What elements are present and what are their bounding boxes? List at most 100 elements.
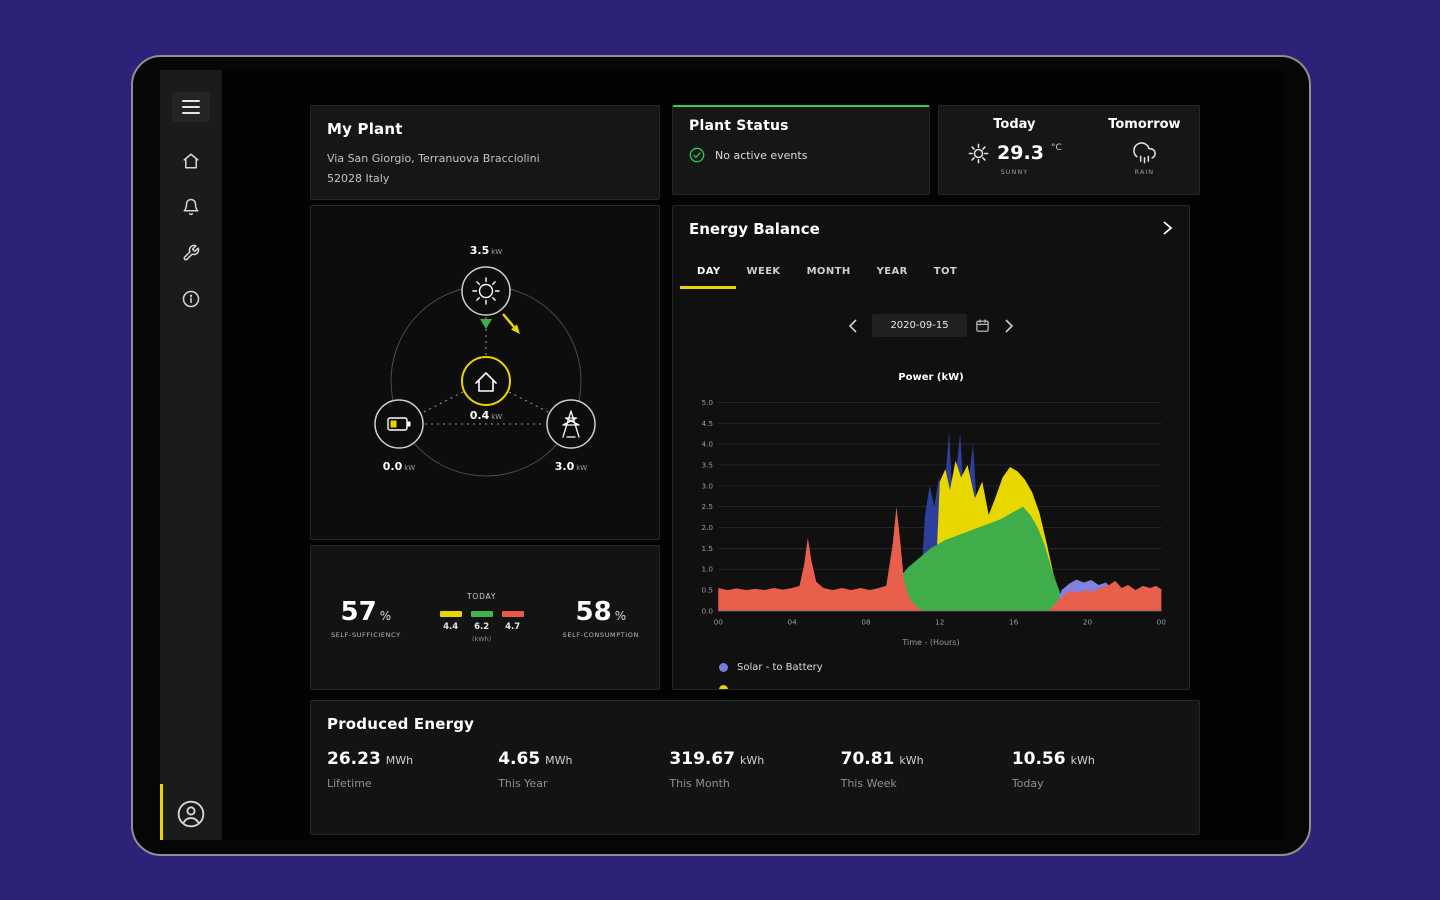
stat-lifetime: 26.23 MWh Lifetime <box>327 749 414 790</box>
self-sufficiency-value: 57 <box>340 596 377 627</box>
plant-status-message: No active events <box>715 148 808 162</box>
solar-to-home-arrow <box>480 319 492 329</box>
plant-status-title: Plant Status <box>689 118 789 134</box>
settings-wrench-icon[interactable] <box>160 230 222 276</box>
produced-energy-card: Produced Energy 26.23 MWh Lifetime 4.65 MW… <box>310 700 1200 835</box>
self-stats-card: 57% SELF-SUFFICIENCY TODAY 4.4 6.2 4.7 (… <box>310 545 660 690</box>
next-day-chevron-icon[interactable] <box>1004 318 1014 333</box>
tab-week[interactable]: WEEK <box>746 266 781 277</box>
profile-icon[interactable] <box>177 800 205 828</box>
svg-text:2.5: 2.5 <box>701 502 713 511</box>
today-bar-grid: 4.7 <box>501 611 524 632</box>
svg-text:20: 20 <box>1083 617 1093 626</box>
home-power-value: 0.4 kW <box>469 409 503 422</box>
notifications-bell-icon[interactable] <box>160 184 222 230</box>
energy-flow-card: 3.5 kW 0.4 kW 0.0 kW 3.0 kW <box>310 205 660 540</box>
temperature-unit: °C <box>1050 143 1062 153</box>
today-bar-solar: 4.4 <box>439 611 462 632</box>
svg-text:5.0: 5.0 <box>701 398 713 407</box>
solar-to-grid-arrow <box>511 324 520 334</box>
weather-today-condition: SUNNY <box>1000 168 1029 176</box>
weather-tomorrow-condition: RAIN <box>1134 168 1155 176</box>
plant-title: My Plant <box>327 120 403 138</box>
temperature-value: 29.3 <box>997 142 1044 164</box>
tablet-frame: My Plant Via San Giorgio, Terranuova Bra… <box>131 55 1311 856</box>
today-bar-consumed: 6.2 <box>470 611 493 632</box>
svg-text:2.0: 2.0 <box>701 523 713 532</box>
today-bar-consumed-swatch <box>470 611 493 617</box>
home-node <box>461 356 511 406</box>
svg-text:16: 16 <box>1009 617 1019 626</box>
home-house-icon <box>475 372 497 392</box>
svg-text:3.5: 3.5 <box>701 460 713 469</box>
svg-text:04: 04 <box>787 617 797 626</box>
menu-button[interactable] <box>172 92 210 122</box>
home-icon[interactable] <box>160 138 222 184</box>
chart-x-axis-label: Time - (Hours) <box>902 638 960 647</box>
date-navigation: 2020-09-15 <box>673 314 1189 337</box>
today-bar-solar-swatch <box>439 611 462 617</box>
energy-balance-expand-chevron-icon[interactable] <box>1161 220 1173 236</box>
sidebar-accent-bar <box>160 784 163 840</box>
tab-month[interactable]: MONTH <box>806 266 851 277</box>
grid-pylon-icon <box>562 410 580 438</box>
legend-dot-partial <box>719 685 728 689</box>
solar-node <box>461 266 511 316</box>
tab-year[interactable]: YEAR <box>876 266 908 277</box>
today-energy-block: TODAY 4.4 6.2 4.7 (kWh) <box>423 592 541 643</box>
self-consumption-label: SELF-CONSUMPTION <box>562 630 639 639</box>
power-area-chart: 0.0 0.5 1.0 1.5 2.0 2.5 3.0 3.5 4.0 4.5 5.0 00 04 08 1… <box>701 398 1167 627</box>
battery-power-value: 0.0 kW <box>382 460 416 473</box>
dashboard-screen: My Plant Via San Giorgio, Terranuova Bra… <box>160 70 1285 840</box>
weather-today-label: Today <box>993 117 1036 132</box>
date-display[interactable]: 2020-09-15 <box>872 314 967 337</box>
svg-text:4.0: 4.0 <box>701 440 713 449</box>
plant-address-line1: Via San Giorgio, Terranuova Bracciolini <box>327 152 540 165</box>
legend-label-solar-to-battery: Solar - to Battery <box>737 662 823 673</box>
today-label: TODAY <box>467 592 497 601</box>
energy-balance-title: Energy Balance <box>689 220 820 238</box>
produced-energy-stats: 26.23 MWh Lifetime 4.65 MWh This Year 319.… <box>327 749 1183 790</box>
main-content: My Plant Via San Giorgio, Terranuova Bra… <box>222 70 1285 840</box>
power-chart: 0.0 0.5 1.0 1.5 2.0 2.5 3.0 3.5 4.0 4.5 5.0 00 04 08 1… <box>687 394 1177 640</box>
svg-text:00: 00 <box>1157 617 1167 626</box>
today-bars-unit: (kWh) <box>471 635 492 643</box>
sidebar-nav <box>160 138 222 322</box>
svg-text:0.5: 0.5 <box>701 586 713 595</box>
weather-tomorrow: Tomorrow RAIN <box>1090 117 1199 194</box>
previous-day-chevron-icon[interactable] <box>848 318 858 333</box>
solar-sun-icon <box>472 277 500 305</box>
sun-icon <box>968 143 989 163</box>
stat-this-week: 70.81 kWh This Week <box>840 749 924 790</box>
energy-flow-diagram <box>374 266 596 477</box>
plant-status-row: No active events <box>689 147 913 163</box>
rain-cloud-icon <box>1133 141 1156 163</box>
self-sufficiency-label: SELF-SUFFICIENCY <box>331 630 401 639</box>
weather-today: Today 29.3 °C SUNNY <box>939 117 1090 194</box>
self-consumption-unit: % <box>614 608 627 623</box>
weather-tomorrow-label: Tomorrow <box>1108 117 1181 132</box>
plant-address-line2: 52028 Italy <box>327 172 390 186</box>
calendar-icon[interactable] <box>975 318 990 333</box>
svg-text:08: 08 <box>861 617 871 626</box>
stat-this-year: 4.65 MWh This Year <box>498 749 573 790</box>
legend-dot-solar-to-battery <box>719 663 728 672</box>
check-circle-icon <box>689 147 705 163</box>
svg-text:1.5: 1.5 <box>701 544 713 553</box>
plant-status-card: Plant Status No active events <box>672 105 930 195</box>
tab-day[interactable]: DAY <box>680 266 735 289</box>
battery-node <box>374 399 424 449</box>
energy-balance-tabs: DAY WEEK MONTH YEAR TOT <box>680 266 958 289</box>
svg-text:0.0: 0.0 <box>701 606 713 615</box>
grid-node <box>546 399 596 449</box>
svg-text:00: 00 <box>714 617 724 626</box>
info-icon[interactable] <box>160 276 222 322</box>
svg-text:1.0: 1.0 <box>701 565 713 574</box>
sidebar <box>160 70 222 840</box>
tab-tot[interactable]: TOT <box>933 266 958 277</box>
self-consumption-value: 58 <box>575 596 612 627</box>
weather-card: Today 29.3 °C SUNNY Tomorrow RAI <box>938 105 1200 195</box>
legend-item-solar-to-battery[interactable]: Solar - to Battery <box>719 662 823 673</box>
grid-power-value: 3.0 kW <box>554 460 588 473</box>
